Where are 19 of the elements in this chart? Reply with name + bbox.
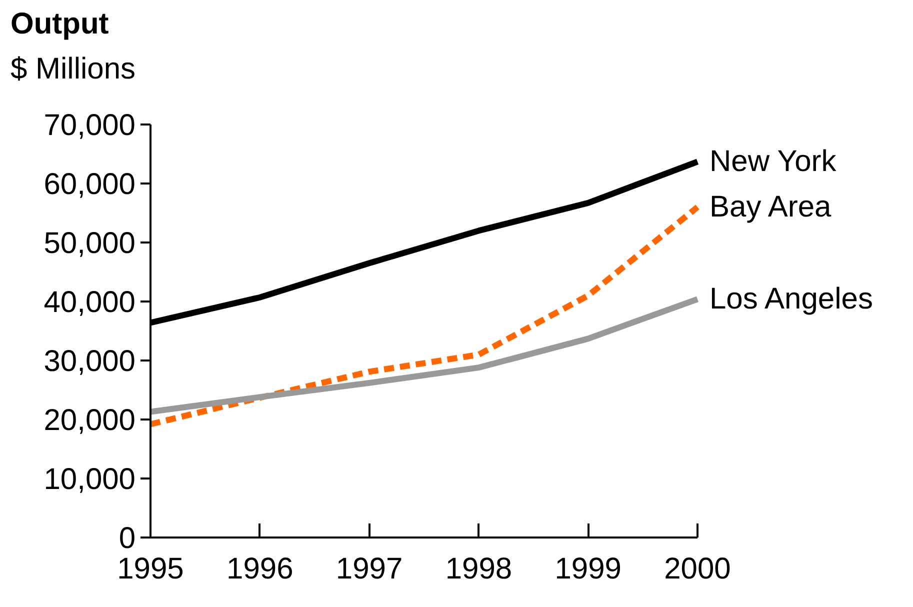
- y-tick-label: 50,000: [44, 227, 136, 260]
- series-label: Bay Area: [710, 190, 832, 224]
- y-tick-label: 20,000: [44, 404, 136, 437]
- x-tick-label: 1999: [554, 552, 622, 586]
- x-tick-label: 1997: [336, 552, 403, 586]
- x-tick-label: 1998: [445, 552, 512, 586]
- series-label: New York: [710, 145, 838, 178]
- y-tick-label: 30,000: [44, 345, 136, 378]
- x-tick-label: 2000: [664, 552, 731, 586]
- series-label: Los Angeles: [710, 282, 873, 316]
- x-tick-label: 1995: [117, 552, 184, 586]
- y-tick-label: 40,000: [44, 286, 136, 319]
- chart-title: Output: [10, 8, 109, 40]
- chart-subtitle: $ Millions: [10, 52, 136, 86]
- y-tick-label: 0: [118, 522, 136, 555]
- y-tick-label: 10,000: [44, 463, 136, 496]
- x-tick-label: 1996: [226, 552, 294, 586]
- y-tick-label: 70,000: [44, 109, 136, 142]
- y-tick-label: 60,000: [44, 168, 136, 201]
